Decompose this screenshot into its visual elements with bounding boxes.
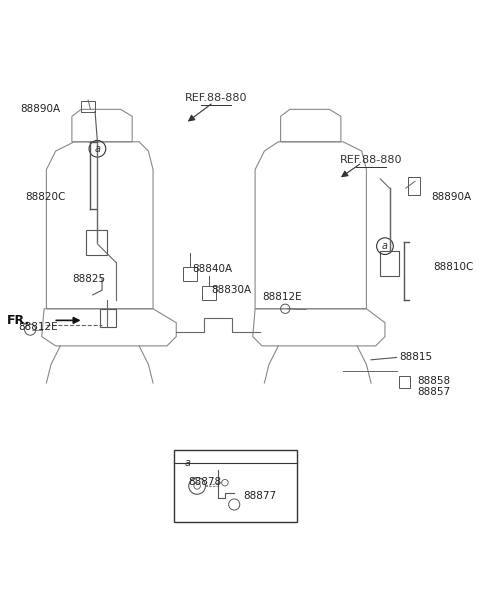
Text: 88815: 88815 <box>399 352 432 362</box>
Bar <box>86 230 107 255</box>
Text: 88840A: 88840A <box>192 264 233 274</box>
Text: REF.88-880: REF.88-880 <box>340 155 402 165</box>
Text: a: a <box>184 458 191 468</box>
Text: 88890A: 88890A <box>432 192 471 202</box>
Text: a: a <box>382 241 388 251</box>
Bar <box>81 101 95 111</box>
Text: 88877: 88877 <box>243 491 276 501</box>
Text: 88812E: 88812E <box>19 322 58 332</box>
Text: 88878: 88878 <box>188 477 221 487</box>
Bar <box>183 267 197 281</box>
Text: 88890A: 88890A <box>20 104 60 114</box>
Bar <box>408 177 420 195</box>
Text: 88810C: 88810C <box>433 262 474 272</box>
Text: 88820C: 88820C <box>25 192 66 202</box>
Bar <box>100 308 116 327</box>
Text: 88830A: 88830A <box>211 285 251 295</box>
Bar <box>202 286 216 300</box>
Text: 88858: 88858 <box>418 376 451 386</box>
Text: REF.88-880: REF.88-880 <box>184 93 247 103</box>
Bar <box>174 450 297 522</box>
Bar <box>380 251 399 276</box>
Text: 88825: 88825 <box>72 274 105 284</box>
Text: 88857: 88857 <box>418 388 451 397</box>
Text: a: a <box>95 144 100 154</box>
Text: 88812E: 88812E <box>262 292 301 302</box>
Text: FR.: FR. <box>7 314 30 327</box>
Bar <box>399 376 410 388</box>
